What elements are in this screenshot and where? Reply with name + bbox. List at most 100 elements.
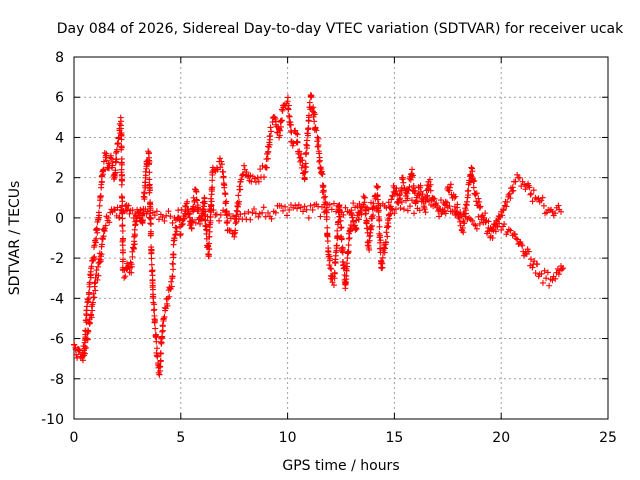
data-point xyxy=(268,128,275,135)
data-point xyxy=(146,187,153,194)
data-point xyxy=(367,232,374,239)
data-point xyxy=(168,278,175,285)
data-point xyxy=(495,212,502,219)
data-point xyxy=(94,276,101,283)
data-point xyxy=(510,187,517,194)
data-point xyxy=(483,230,490,237)
data-point xyxy=(287,121,294,128)
data-point xyxy=(355,216,362,223)
data-point xyxy=(209,177,216,184)
data-point xyxy=(376,223,383,230)
data-point xyxy=(93,235,100,242)
data-point xyxy=(326,255,333,262)
data-point xyxy=(530,187,537,194)
data-point xyxy=(345,242,352,249)
data-point xyxy=(489,225,496,232)
data-point xyxy=(294,131,301,138)
data-point xyxy=(144,208,151,215)
data-point xyxy=(476,198,483,205)
data-point xyxy=(148,268,155,275)
data-point xyxy=(261,174,268,181)
data-point xyxy=(128,263,135,270)
y-tick-label: 2 xyxy=(55,171,64,187)
data-point xyxy=(343,260,350,267)
data-point xyxy=(226,210,233,217)
data-point xyxy=(472,222,479,229)
data-point xyxy=(472,190,479,197)
data-point xyxy=(209,171,216,178)
data-point xyxy=(323,216,330,223)
y-tick-label: 0 xyxy=(55,211,64,227)
data-point xyxy=(114,204,121,211)
data-point xyxy=(397,205,404,212)
data-point xyxy=(94,227,101,234)
data-point xyxy=(235,192,242,199)
data-point xyxy=(118,136,125,143)
data-point xyxy=(245,208,252,215)
data-point xyxy=(452,212,459,219)
data-point xyxy=(124,206,131,213)
data-point xyxy=(222,191,229,198)
data-point xyxy=(210,207,217,214)
data-point xyxy=(221,182,228,189)
data-point xyxy=(342,204,349,211)
data-point xyxy=(363,218,370,225)
data-point xyxy=(529,264,536,271)
data-point xyxy=(469,168,476,175)
data-point xyxy=(98,251,105,258)
data-point xyxy=(96,212,103,219)
data-point xyxy=(507,195,514,202)
data-point xyxy=(131,233,138,240)
data-point xyxy=(117,114,124,121)
data-point xyxy=(153,345,160,352)
data-point xyxy=(102,222,109,229)
data-point xyxy=(157,357,164,364)
data-point xyxy=(363,210,369,217)
data-point xyxy=(122,273,129,280)
data-point xyxy=(400,179,407,186)
data-point xyxy=(279,207,286,214)
data-point xyxy=(447,181,454,188)
data-point xyxy=(290,140,297,147)
data-point xyxy=(148,255,155,262)
data-point xyxy=(476,204,483,211)
data-point xyxy=(188,219,195,226)
data-point xyxy=(119,237,126,244)
data-point xyxy=(467,179,474,186)
data-point xyxy=(426,176,433,183)
data-point xyxy=(202,217,209,224)
data-point xyxy=(118,144,125,151)
data-point xyxy=(298,164,305,171)
data-point xyxy=(420,198,427,205)
data-point xyxy=(180,216,187,223)
data-point xyxy=(320,194,327,201)
data-point xyxy=(169,273,176,280)
data-point xyxy=(159,214,166,221)
data-point xyxy=(384,233,391,240)
data-point xyxy=(442,210,449,217)
data-point xyxy=(86,319,93,326)
data-point xyxy=(543,275,550,282)
data-point xyxy=(475,213,482,220)
data-point xyxy=(128,269,135,276)
data-point xyxy=(319,171,326,178)
data-point xyxy=(377,237,384,244)
data-point xyxy=(468,164,475,171)
data-point xyxy=(316,157,323,164)
data-point xyxy=(397,195,404,202)
data-point xyxy=(217,211,224,218)
data-point xyxy=(135,208,142,215)
data-point xyxy=(285,112,292,119)
data-point xyxy=(153,208,160,215)
data-point xyxy=(173,228,180,235)
data-point xyxy=(178,221,185,228)
data-point xyxy=(120,249,127,256)
data-point xyxy=(305,112,312,119)
data-point xyxy=(179,220,186,227)
data-point xyxy=(86,289,93,296)
data-point xyxy=(308,105,315,112)
data-point xyxy=(111,206,118,213)
data-point xyxy=(309,206,316,213)
data-point xyxy=(370,212,377,219)
data-point xyxy=(260,204,267,211)
